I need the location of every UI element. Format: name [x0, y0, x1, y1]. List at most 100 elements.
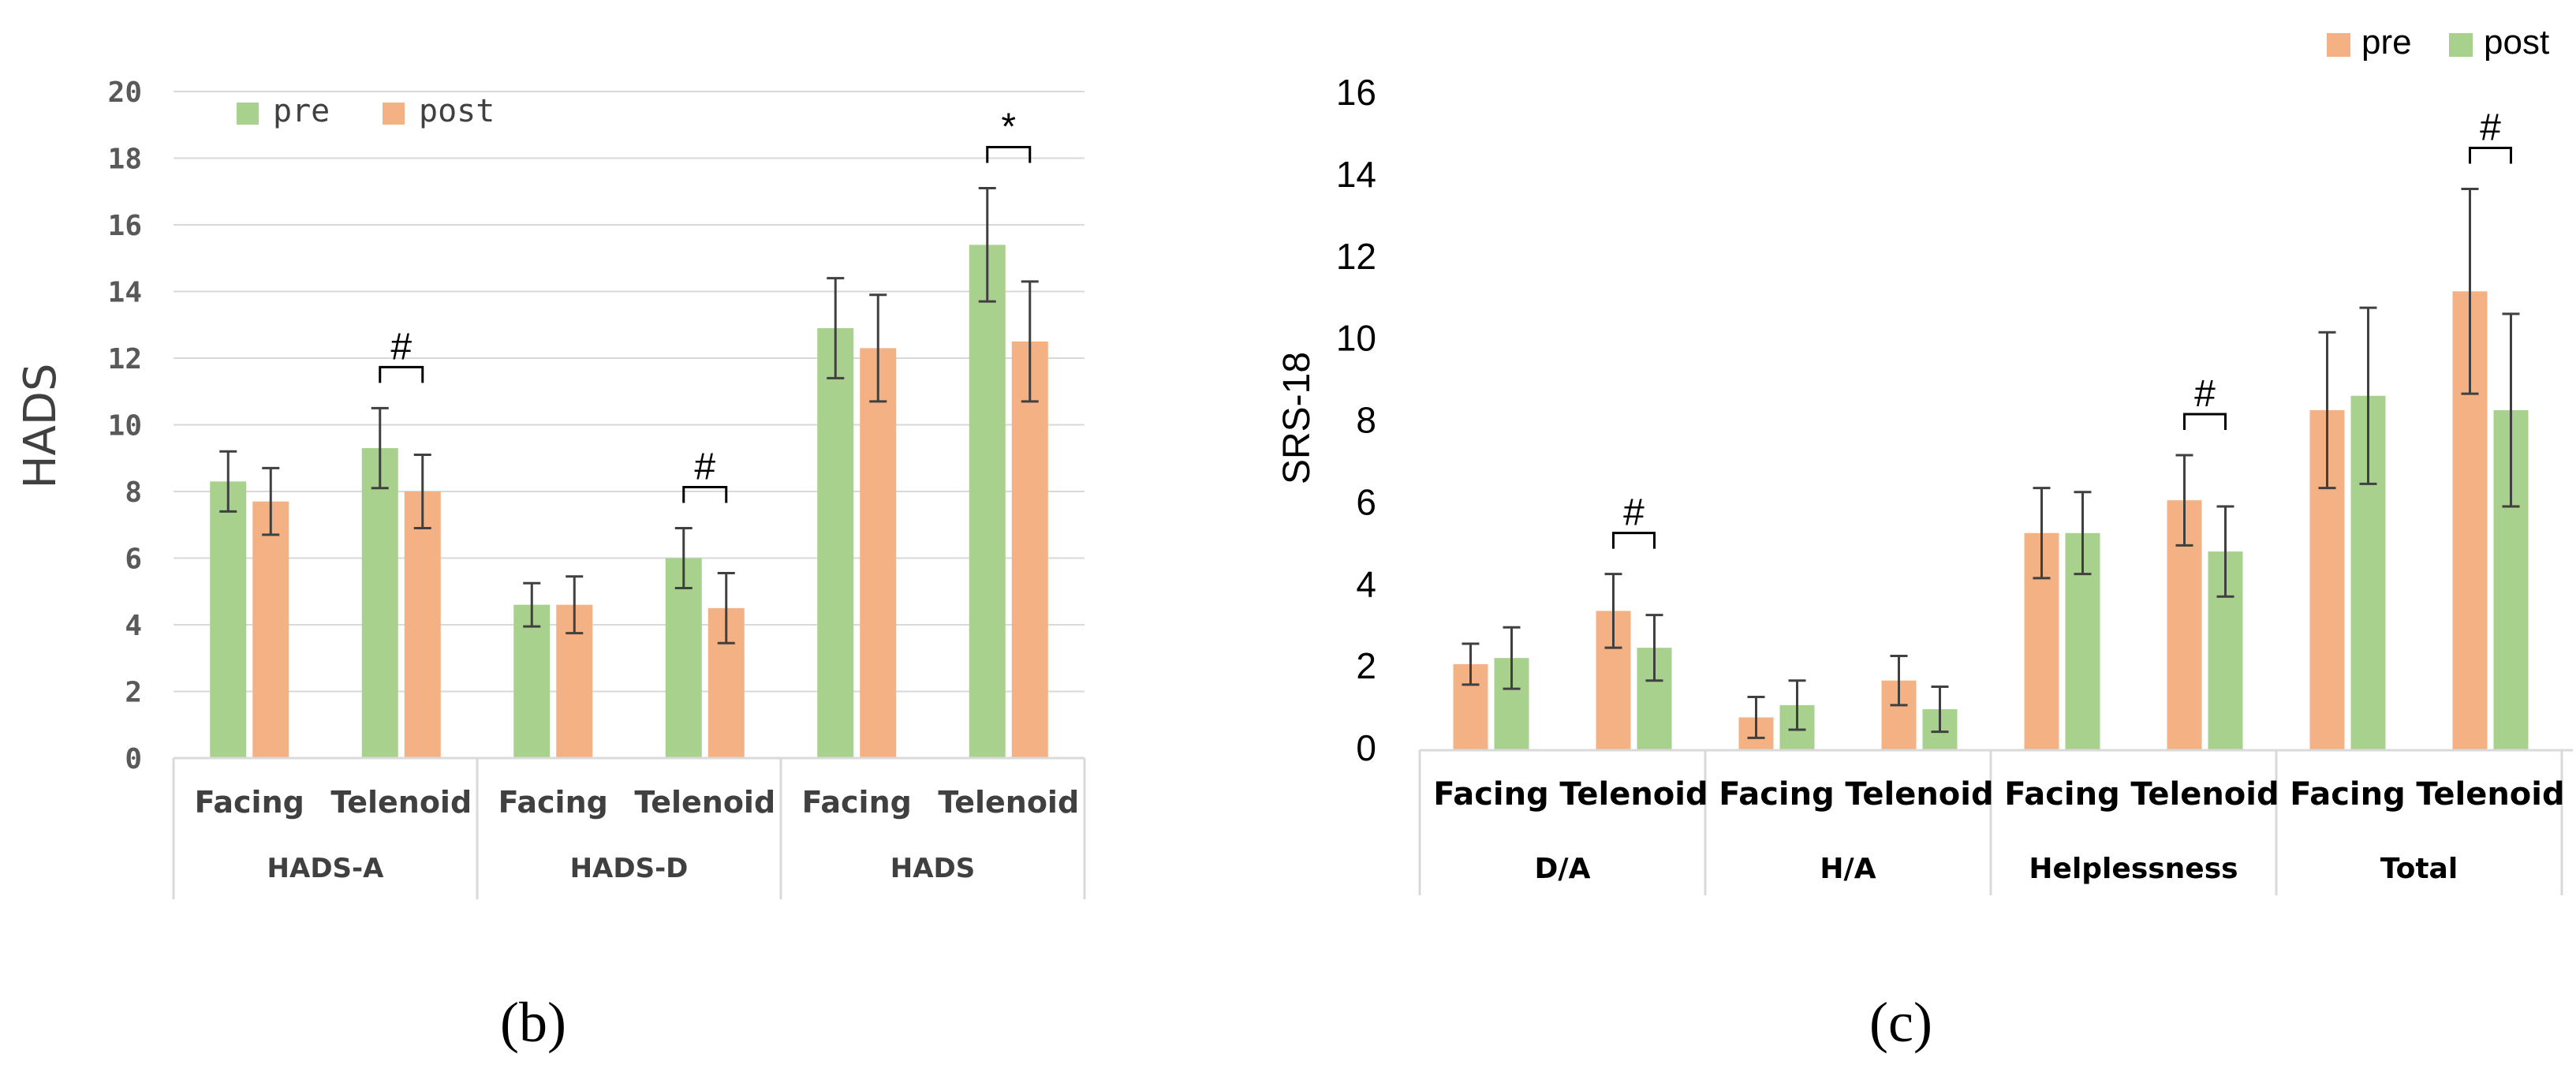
hads-error-bars	[219, 187, 1039, 644]
bar-pre-0	[210, 481, 247, 758]
y-tick-label: 14	[1336, 154, 1376, 195]
error-bar-pre-2	[1747, 695, 1765, 739]
category-label: Telenoid	[634, 785, 775, 820]
hads-gridlines	[174, 91, 1085, 693]
error-bar-pre-6	[2318, 331, 2336, 490]
hads-legend: pre post	[237, 93, 495, 129]
error-bar-pre-0	[1462, 642, 1480, 686]
hads-significance-markers: # # *	[379, 106, 1032, 503]
error-bar-pre-4	[827, 277, 845, 379]
significance-label: #	[2194, 373, 2216, 415]
error-bar-pre-7	[2461, 187, 2479, 395]
error-bar-post-1	[413, 454, 431, 529]
panel-label-b: (b)	[500, 991, 566, 1054]
significance-bracket: #	[1612, 492, 1656, 549]
error-bar-pre-3	[674, 526, 693, 590]
y-tick-label: 2	[125, 677, 142, 709]
y-tick-label: 0	[1356, 727, 1376, 768]
group-label: HADS-D	[570, 853, 689, 884]
y-tick-label: 4	[1356, 563, 1376, 604]
error-bar-pre-4	[2033, 487, 2051, 580]
hads-y-ticks: 0 2 4 6 8 10 12 14 16 18 20	[108, 77, 142, 775]
category-label: Telenoid	[2130, 776, 2279, 813]
error-bar-post-3	[717, 572, 735, 644]
srs18-significance-markers: # # #	[1612, 106, 2512, 549]
hads-group-labels: HADS-A HADS-D HADS	[267, 853, 976, 884]
bracket-line	[986, 146, 1032, 163]
bar-post-0	[252, 501, 289, 758]
y-tick-label: 16	[108, 210, 142, 242]
error-bar-pre-1	[1604, 573, 1622, 649]
hads-chart: 0 2 4 6 8 10 12 14 16 18 20 Facing Telenoid Facing Te…	[15, 77, 1086, 1054]
y-tick-label: 18	[108, 144, 142, 176]
error-bar-post-3	[1931, 685, 1949, 734]
srs18-error-bars	[1462, 187, 2520, 739]
category-label: Facing	[802, 785, 912, 820]
bar-pre-5	[969, 245, 1006, 759]
bar-post-4	[860, 348, 897, 758]
srs18-legend: pre post	[2327, 23, 2549, 62]
bar-pre-2	[513, 604, 551, 758]
error-bar-post-4	[2074, 491, 2092, 576]
group-label: D/A	[1535, 853, 1591, 885]
bracket-line	[682, 485, 728, 503]
srs18-chart: 0 2 4 6 8 10 12 14 16 Facing Telenoid Facing Teleno…	[1276, 23, 2573, 1054]
y-tick-label: 8	[1356, 400, 1376, 441]
category-label: Telenoid	[330, 785, 472, 820]
category-label: Telenoid	[1559, 776, 1708, 813]
bracket-line	[2183, 413, 2227, 431]
y-tick-label: 4	[125, 610, 142, 642]
significance-bracket: #	[2469, 106, 2512, 164]
bar-pre-4	[817, 327, 854, 759]
legend-label: post	[2484, 23, 2549, 62]
category-label: Facing	[2004, 776, 2120, 813]
category-label: Facing	[1433, 776, 1549, 813]
y-tick-label: 0	[125, 743, 142, 775]
significance-label: *	[1001, 106, 1016, 148]
significance-label: #	[1623, 492, 1645, 534]
legend-label: post	[419, 93, 495, 129]
error-bar-post-2	[566, 575, 584, 635]
group-label: HADS-A	[267, 853, 385, 884]
panel-label-c: (c)	[1869, 991, 1932, 1054]
error-bar-post-0	[1503, 626, 1521, 690]
group-label: Helplessness	[2029, 853, 2238, 885]
significance-bracket: #	[379, 326, 424, 383]
legend-swatch	[383, 103, 405, 125]
legend-swatch	[237, 103, 259, 125]
group-label: H/A	[1820, 853, 1876, 885]
y-tick-label: 12	[1336, 236, 1376, 277]
y-tick-label: 14	[108, 277, 142, 309]
error-bar-pre-5	[2175, 454, 2193, 547]
category-label: Telenoid	[2416, 776, 2564, 813]
legend-item-post: post	[383, 93, 495, 129]
bar-pre-3	[665, 558, 702, 758]
error-bar-post-0	[262, 466, 280, 536]
bracket-line	[2469, 146, 2512, 164]
hads-category-labels: Facing Telenoid Facing Telenoid Facing Teleno…	[195, 785, 1080, 820]
error-bar-pre-3	[1890, 655, 1908, 707]
significance-bracket: #	[2183, 373, 2227, 431]
hads-axis-lines	[172, 757, 1086, 899]
srs18-axis-lines	[1418, 749, 2573, 895]
y-tick-label: 10	[108, 410, 142, 443]
bar-post-1	[404, 491, 441, 758]
bracket-line	[1612, 532, 1656, 549]
error-bar-pre-5	[978, 187, 996, 303]
srs18-category-labels: Facing Telenoid Facing Telenoid Facing Teleno…	[1433, 776, 2564, 813]
error-bar-post-5	[2216, 505, 2234, 598]
y-tick-label: 10	[1336, 318, 1376, 359]
category-label: Facing	[1719, 776, 1835, 813]
error-bar-post-7	[2502, 312, 2520, 508]
error-bar-post-4	[869, 293, 887, 403]
legend-swatch	[2449, 33, 2473, 57]
legend-item-post: post	[2449, 23, 2549, 62]
legend-label: pre	[273, 93, 330, 129]
error-bar-pre-1	[371, 406, 389, 490]
error-bar-post-2	[1788, 679, 1806, 731]
significance-label: #	[694, 446, 715, 488]
y-tick-label: 12	[108, 343, 142, 375]
srs18-y-axis-label: SRS-18	[1276, 352, 1318, 484]
legend-label: pre	[2361, 23, 2412, 62]
error-bar-post-1	[1645, 614, 1663, 682]
